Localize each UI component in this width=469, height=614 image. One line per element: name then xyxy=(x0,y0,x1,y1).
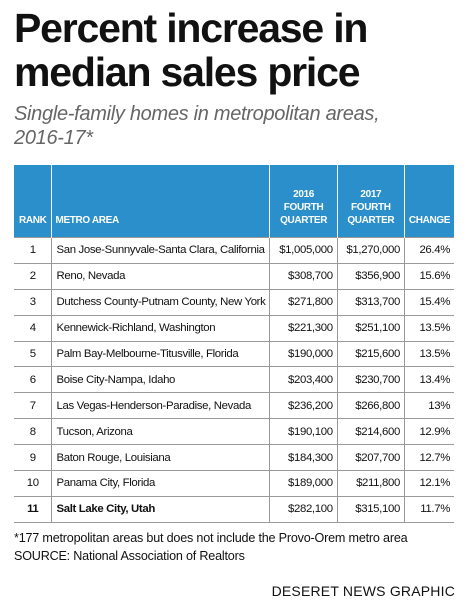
change: 26.4% xyxy=(403,237,454,264)
change: 15.6% xyxy=(403,262,454,290)
metro-area: Dutchess County-Putnam County, New York xyxy=(51,288,271,316)
table-row: 10 Panama City, Florida $189,000 $211,800 12… xyxy=(14,470,454,497)
header-line: QUARTER xyxy=(280,215,328,226)
source: SOURCE: National Association of Realtors xyxy=(14,549,245,563)
header-line: METRO AREA xyxy=(55,215,119,226)
title: Percent increase in median sales price xyxy=(14,5,368,95)
change: 13.5% xyxy=(403,340,454,368)
metro-area: Boise City-Nampa, Idaho xyxy=(51,366,271,394)
data-table: RANK METRO AREA 2016 FOURTH QUARTER 2017 FOURT… xyxy=(14,165,454,523)
price-2016: $271,800 xyxy=(269,288,338,316)
price-2016: $308,700 xyxy=(269,262,338,290)
table-row: 8 Tucson, Arizona $190,100 $214,600 12.9% xyxy=(14,418,454,446)
footnote: *177 metropolitan areas but does not inc… xyxy=(14,531,408,545)
price-2017: $315,100 xyxy=(336,495,405,523)
metro-area: Reno, Nevada xyxy=(51,262,271,290)
change: 13.4% xyxy=(403,366,454,394)
header-line: 2016 xyxy=(293,189,315,200)
metro-area: Kennewick-Richland, Washington xyxy=(51,314,271,342)
price-2016: $236,200 xyxy=(269,392,338,420)
rank: 3 xyxy=(14,288,53,316)
price-2017: $251,100 xyxy=(336,314,405,342)
table-row: 2 Reno, Nevada $308,700 $356,900 15.6% xyxy=(14,262,454,290)
rank: 8 xyxy=(14,418,53,446)
price-2017: $356,900 xyxy=(336,262,405,290)
change: 13% xyxy=(403,392,454,420)
price-2017: $207,700 xyxy=(336,444,405,472)
table-row: 1 San Jose-Sunnyvale-Santa Clara, Califor… xyxy=(14,237,454,264)
rank: 5 xyxy=(14,340,53,368)
price-2016: $1,005,000 xyxy=(269,237,338,264)
change: 13.5% xyxy=(403,314,454,342)
rank: 6 xyxy=(14,366,53,394)
subtitle-line: Single-family homes in metropolitan area… xyxy=(14,103,380,125)
title-line: Percent increase in xyxy=(14,5,368,51)
rank: 4 xyxy=(14,314,53,342)
price-2017: $211,800 xyxy=(336,470,405,497)
title-line: median sales price xyxy=(14,49,361,95)
price-2016: $190,000 xyxy=(269,340,338,368)
table-row: 9 Baton Rouge, Louisiana $184,300 $207,700 1… xyxy=(14,444,454,472)
header-line: QUARTER xyxy=(347,215,395,226)
change: 11.7% xyxy=(403,495,454,523)
rank: 11 xyxy=(14,495,53,523)
rank: 10 xyxy=(14,470,53,497)
metro-area: Tucson, Arizona xyxy=(51,418,271,446)
metro-area: San Jose-Sunnyvale-Santa Clara, Californ… xyxy=(51,237,271,264)
metro-area: Las Vegas-Henderson-Paradise, Nevada xyxy=(51,392,271,420)
price-2016: $190,100 xyxy=(269,418,338,446)
header-line: 2017 xyxy=(360,189,382,200)
change: 12.9% xyxy=(403,418,454,446)
price-2016: $189,000 xyxy=(269,470,338,497)
header-line: RANK xyxy=(18,215,47,226)
change: 15.4% xyxy=(403,288,454,316)
header-line: FOURTH xyxy=(351,202,391,213)
column-header: 2016 FOURTH QUARTER xyxy=(269,165,338,238)
price-2017: $313,700 xyxy=(336,288,405,316)
rank: 7 xyxy=(14,392,53,420)
metro-area: Salt Lake City, Utah xyxy=(51,495,271,523)
price-2016: $282,100 xyxy=(269,495,338,523)
column-header: RANK xyxy=(14,165,53,238)
price-2016: $184,300 xyxy=(269,444,338,472)
metro-area: Palm Bay-Melbourne-Titusville, Florida xyxy=(51,340,271,368)
table-row: 4 Kennewick-Richland, Washington $221,300 $… xyxy=(14,314,454,342)
table-row: 6 Boise City-Nampa, Idaho $203,400 $230,700… xyxy=(14,366,454,394)
rank: 9 xyxy=(14,444,53,472)
column-header: 2017 FOURTH QUARTER xyxy=(337,165,405,238)
price-2017: $230,700 xyxy=(336,366,405,394)
price-2016: $221,300 xyxy=(269,314,338,342)
header-line: CHANGE xyxy=(408,215,451,226)
subtitle: Single-family homes in metropolitan area… xyxy=(14,102,380,150)
table-row: 7 Las Vegas-Henderson-Paradise, Nevada $23… xyxy=(14,392,454,420)
metro-area: Panama City, Florida xyxy=(51,470,271,497)
subtitle-line: 2016-17* xyxy=(14,127,93,149)
change: 12.7% xyxy=(403,444,454,472)
column-header: METRO AREA xyxy=(51,165,271,238)
header-row: RANK METRO AREA 2016 FOURTH QUARTER 2017 FOURT… xyxy=(14,165,454,238)
price-2017: $214,600 xyxy=(336,418,405,446)
metro-area: Baton Rouge, Louisiana xyxy=(51,444,271,472)
price-2017: $1,270,000 xyxy=(336,237,405,264)
header-line: FOURTH xyxy=(283,202,324,213)
price-2017: $266,800 xyxy=(336,392,405,420)
rank: 1 xyxy=(14,237,53,264)
credit: DESERET NEWS GRAPHIC xyxy=(271,583,455,599)
price-2017: $215,600 xyxy=(336,340,405,368)
table-row: 5 Palm Bay-Melbourne-Titusville, Florida $… xyxy=(14,340,454,368)
table-row: 11 Salt Lake City, Utah $282,100 $315,100 11… xyxy=(14,495,454,523)
change: 12.1% xyxy=(403,470,454,497)
column-header: CHANGE xyxy=(404,165,454,238)
table-row: 3 Dutchess County-Putnam County, New York… xyxy=(14,288,454,316)
price-2016: $203,400 xyxy=(269,366,338,394)
rank: 2 xyxy=(14,262,53,290)
